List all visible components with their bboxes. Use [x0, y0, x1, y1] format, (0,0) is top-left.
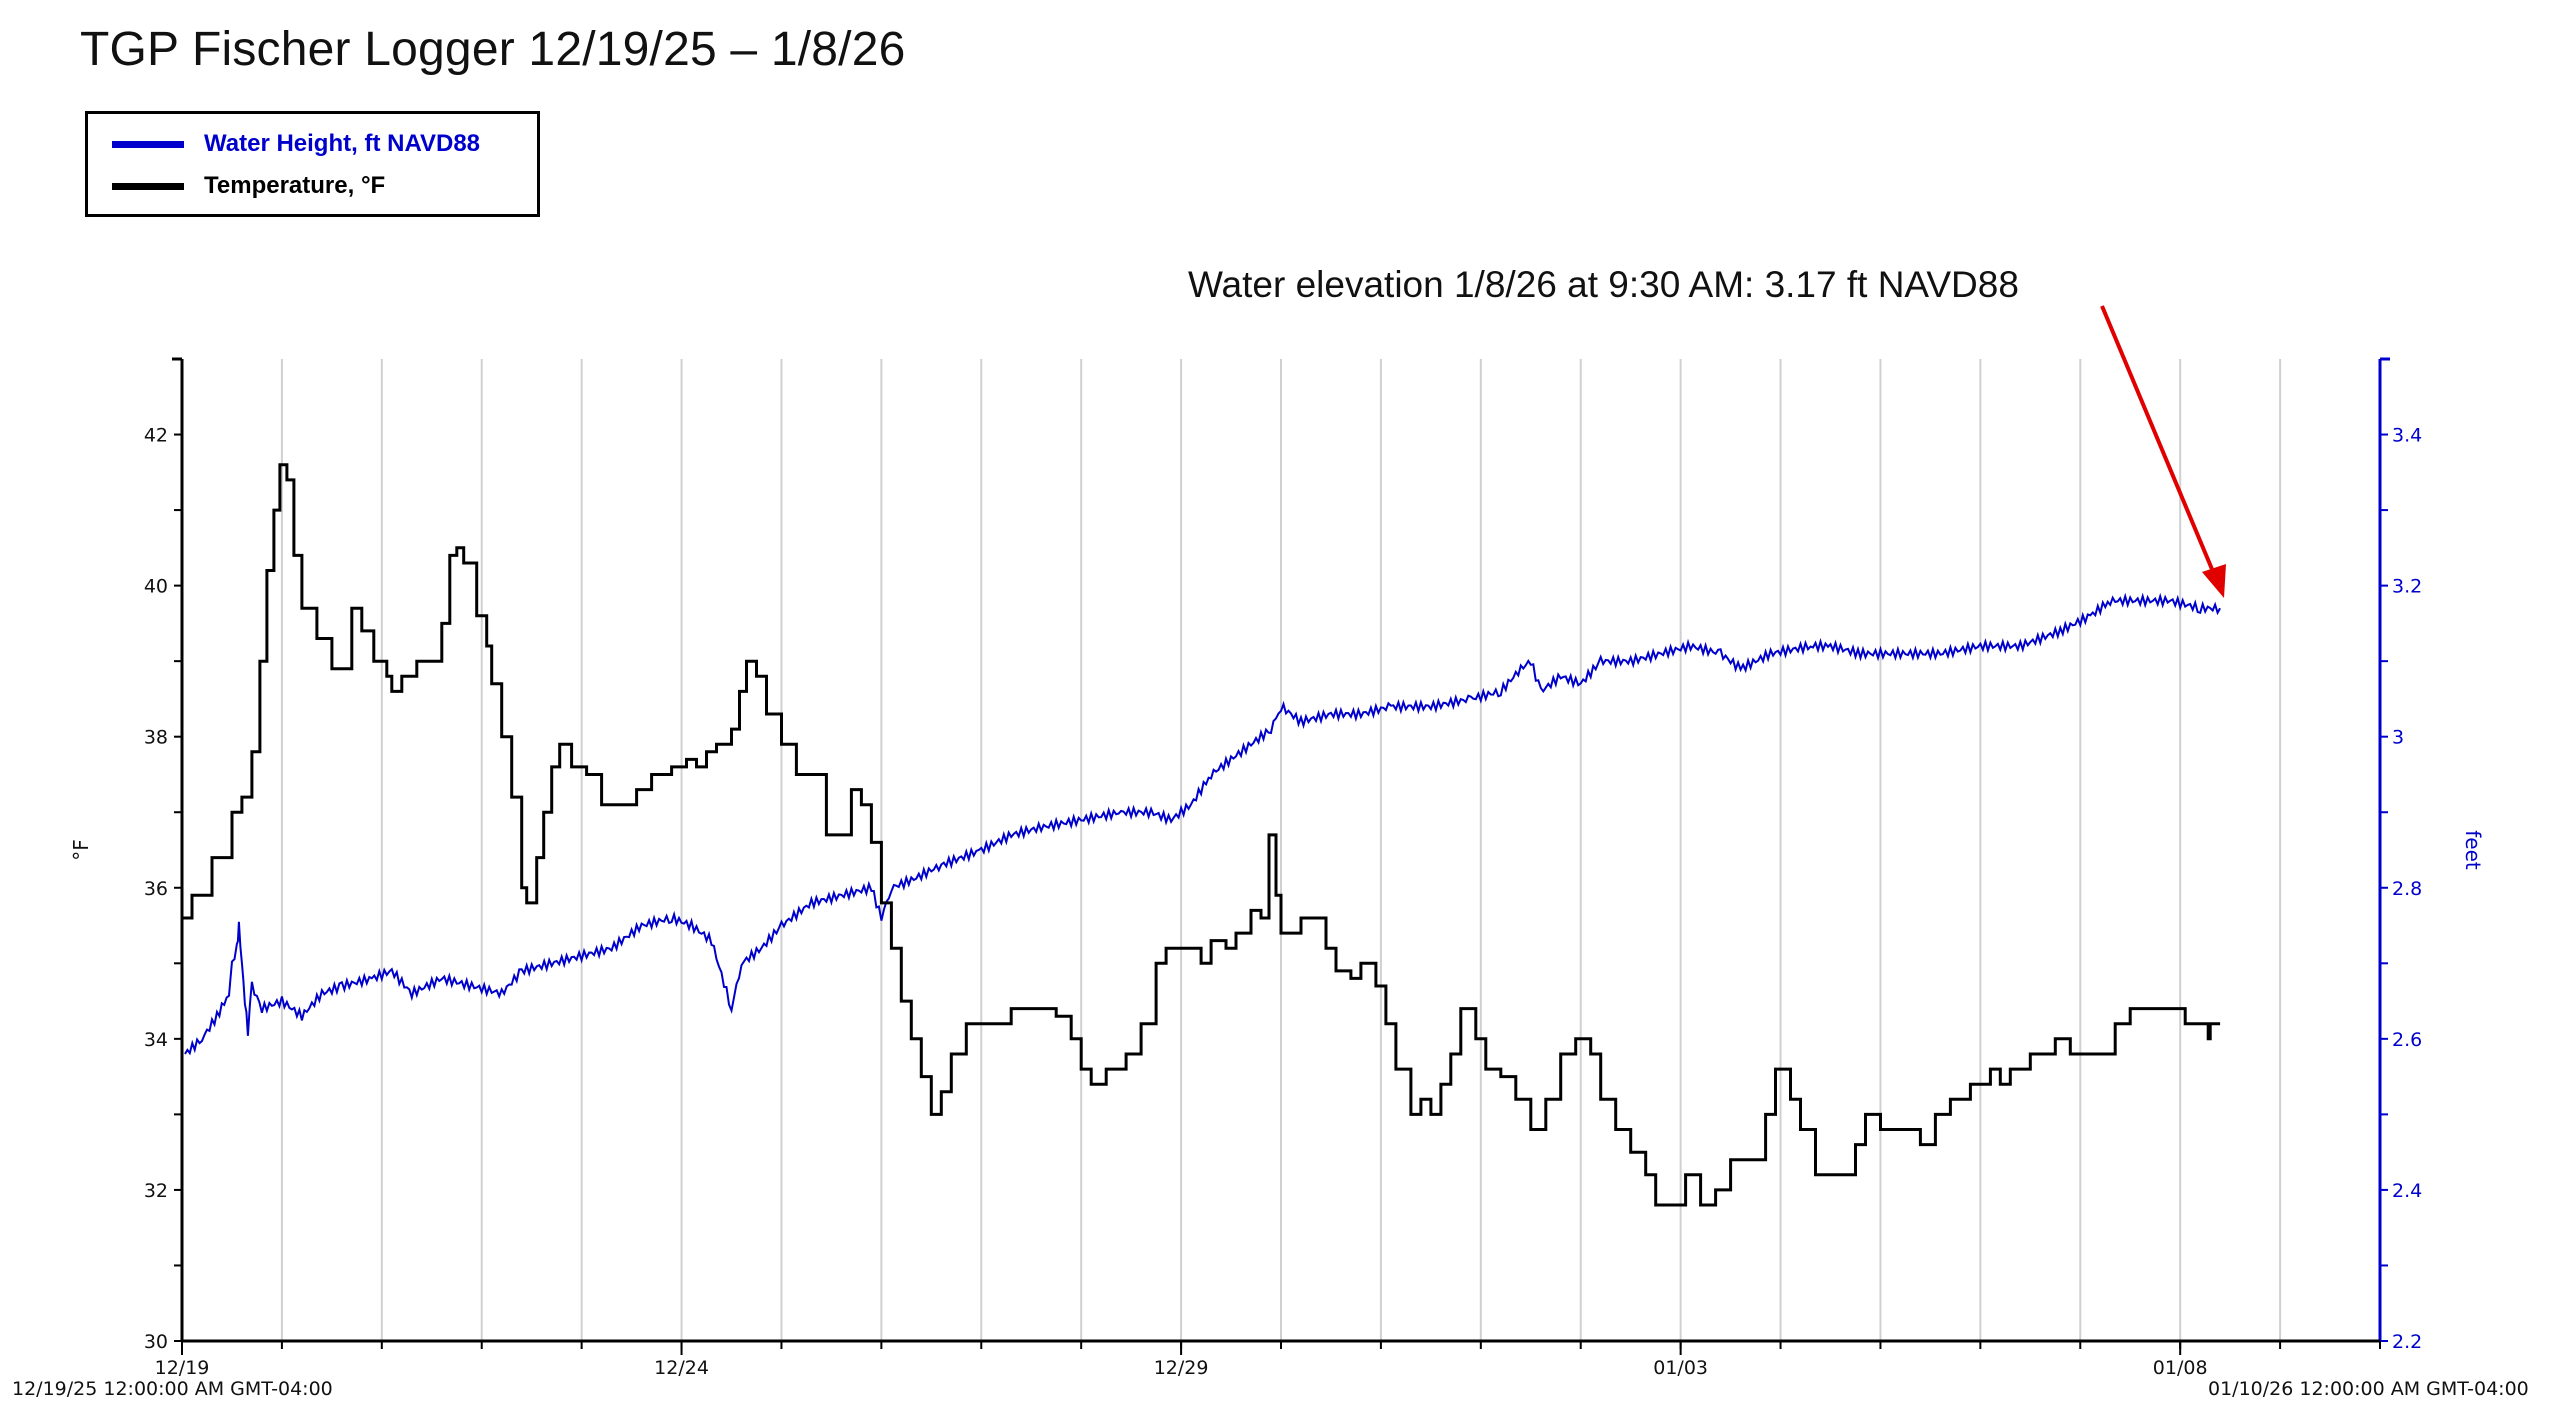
right-tick-label: 2.8: [2392, 878, 2422, 900]
legend: Water Height, ft NAVD88 Temperature, °F: [85, 111, 540, 217]
right-tick-label: 2.2: [2392, 1331, 2422, 1353]
right-tick-label: 3: [2392, 727, 2404, 749]
right-tick-label: 3.4: [2392, 425, 2422, 447]
left-tick-label: 38: [144, 727, 168, 749]
left-tick-label: 32: [144, 1180, 168, 1202]
x-axis-end-label: 01/10/26 12:00:00 AM GMT-04:00: [2208, 1378, 2529, 1400]
left-y-axis: 30 32 34 36 38 40 42 °F: [69, 357, 184, 1353]
legend-swatch-water-height: [112, 140, 184, 148]
right-y-axis: 2.2 2.4 2.6 2.8 3 3.2 3.4 feet: [2378, 357, 2485, 1353]
left-axis-title: °F: [69, 839, 93, 861]
temperature-line: [182, 463, 2221, 1207]
x-tick-label: 12/24: [654, 1357, 709, 1379]
legend-label-water-height: Water Height, ft NAVD88: [204, 130, 481, 157]
x-tick-label: 12/29: [1154, 1357, 1209, 1379]
x-tick-label: 01/03: [1653, 1357, 1708, 1379]
right-tick-label: 3.2: [2392, 576, 2422, 598]
legend-item-temperature: Temperature, °F: [112, 171, 385, 201]
left-tick-label: 30: [144, 1331, 168, 1353]
left-tick-label: 34: [144, 1029, 168, 1051]
legend-item-water-height: Water Height, ft NAVD88: [112, 129, 480, 159]
annotation-arrow-icon: [2100, 305, 2226, 598]
water-elevation-annotation: Water elevation 1/8/26 at 9:30 AM: 3.17 …: [1188, 264, 2019, 305]
water-height-line: [184, 592, 2221, 1056]
x-axis: 12/19 12/24 12/29 01/03 01/08: [155, 1339, 2381, 1379]
right-tick-label: 2.6: [2392, 1029, 2422, 1051]
left-tick-label: 40: [144, 576, 168, 598]
right-tick-label: 2.4: [2392, 1180, 2422, 1202]
vertical-gridlines: [280, 359, 2282, 1341]
x-tick-label: 12/19: [155, 1357, 210, 1379]
legend-swatch-temperature: [112, 182, 184, 190]
legend-label-temperature: Temperature, °F: [204, 172, 386, 199]
x-axis-start-label: 12/19/25 12:00:00 AM GMT-04:00: [12, 1378, 333, 1400]
x-tick-label: 01/08: [2153, 1357, 2208, 1379]
left-tick-label: 36: [144, 878, 168, 900]
left-tick-label: 42: [144, 425, 168, 447]
right-axis-title: feet: [2461, 830, 2485, 870]
data-series: [182, 463, 2221, 1207]
chart-title: TGP Fischer Logger 12/19/25 – 1/8/26: [80, 23, 906, 76]
